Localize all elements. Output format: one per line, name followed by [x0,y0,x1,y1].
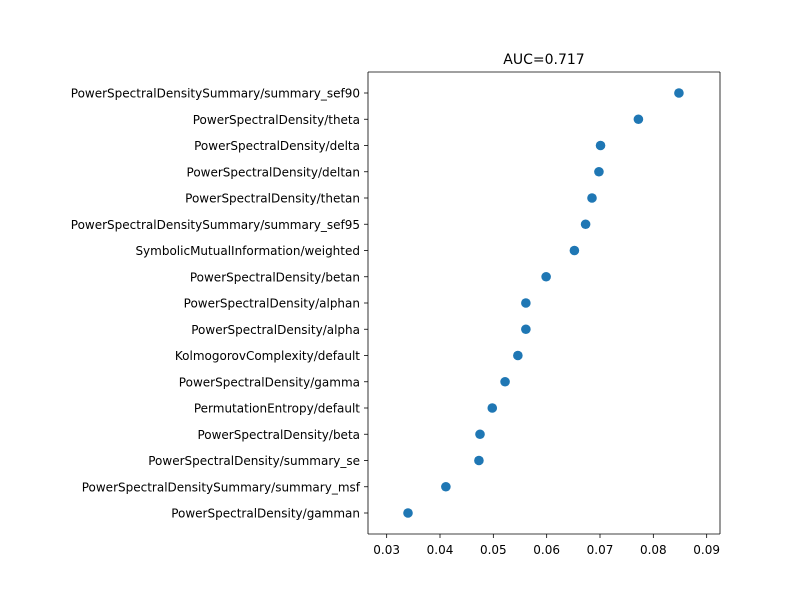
data-point [487,403,498,413]
data-point [513,350,523,361]
y-tick-label: PowerSpectralDensity/betan [190,270,360,284]
y-tick-label: PermutationEntropy/default [194,402,360,416]
data-point [594,166,604,177]
x-tick-label: 0.04 [427,543,454,557]
data-point [541,271,551,282]
data-point [633,114,644,125]
x-tick-label: 0.09 [693,543,720,557]
x-tick-label: 0.08 [640,543,667,557]
y-tick-label: PowerSpectralDensity/delta [194,139,360,153]
data-point [500,376,510,387]
x-tick-label: 0.03 [373,543,400,557]
data-point [580,219,591,230]
data-point [403,508,413,518]
y-tick-label: PowerSpectralDensity/gamman [171,507,360,521]
data-point [674,88,684,98]
y-tick-label: PowerSpectralDensity/beta [197,428,360,442]
y-tick-label: PowerSpectralDensitySummary/summary_msf [82,480,361,494]
x-tick-label: 0.07 [587,543,614,557]
y-tick-label: PowerSpectralDensity/thetan [185,192,360,206]
chart-title: AUC=0.717 [503,52,584,68]
data-point [595,140,606,151]
y-tick-label: PowerSpectralDensity/gamma [179,375,360,389]
data-point [441,481,451,492]
y-tick-label: PowerSpectralDensity/alphan [184,297,360,311]
y-tick-label: PowerSpectralDensity/alpha [191,323,360,337]
data-point [521,324,531,335]
data-point [474,455,484,466]
plot-area: 0.03 0.04 0.05 0.06 0.07 0.08 0.09 PowerSpectra… [71,71,721,557]
data-point [569,245,580,256]
x-tick-label: 0.06 [533,543,560,557]
data-point [475,429,485,440]
y-tick-label: KolmogorovComplexity/default [175,349,360,363]
data-point [587,193,597,203]
y-tick-label: PowerSpectralDensity/summary_se [148,454,360,468]
y-tick-label: PowerSpectralDensitySummary/summary_sef9… [71,87,360,101]
y-tick-label: PowerSpectralDensitySummary/summary_sef9… [71,218,360,232]
y-tick-label: SymbolicMutualInformation/weighted [135,244,360,258]
x-tick-label: 0.05 [480,543,507,557]
y-tick-label: PowerSpectralDensity/deltan [187,165,360,179]
y-tick-label: PowerSpectralDensity/theta [193,113,360,127]
data-point [521,298,531,308]
